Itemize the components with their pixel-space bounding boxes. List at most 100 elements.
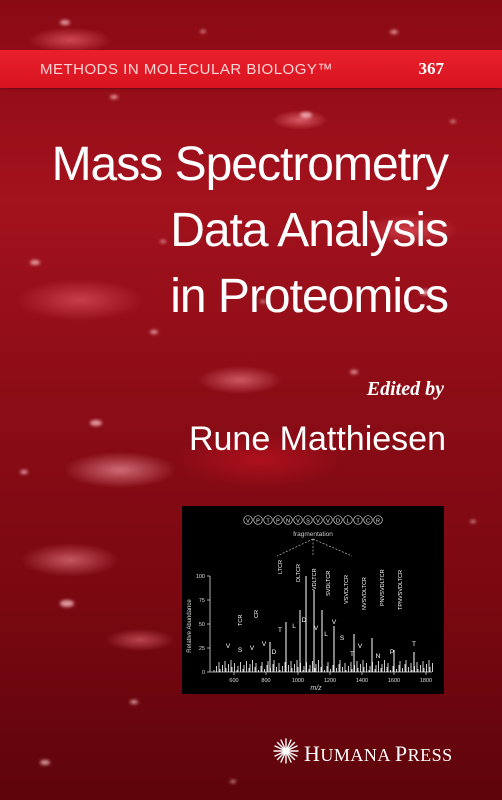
background-light bbox=[420, 290, 430, 295]
background-light bbox=[350, 370, 358, 374]
sequence-residue: V bbox=[243, 515, 253, 525]
background-light bbox=[110, 95, 118, 99]
peak-label: TCR bbox=[238, 615, 244, 626]
edited-by-label: Edited by bbox=[366, 378, 444, 400]
ion-letter: D bbox=[302, 617, 307, 624]
x-tick-label: 1600 bbox=[388, 678, 400, 684]
background-light bbox=[470, 520, 476, 523]
peak-label: CR bbox=[254, 610, 260, 618]
svg-text:R: R bbox=[376, 518, 380, 524]
title-line-2: Data Analysis bbox=[170, 204, 449, 257]
ion-letter: P bbox=[390, 649, 394, 656]
background-light bbox=[40, 760, 50, 765]
background-light bbox=[20, 470, 28, 474]
sequence-residue: L bbox=[343, 515, 353, 525]
author-name: Rune Matthiesen bbox=[188, 420, 446, 458]
ion-letter: V bbox=[314, 625, 319, 632]
x-tick-label: 1200 bbox=[324, 678, 336, 684]
background-light bbox=[200, 30, 206, 33]
sequence-residue: D bbox=[333, 515, 343, 525]
y-tick-label: 0 bbox=[202, 670, 205, 676]
svg-text:L: L bbox=[346, 518, 349, 524]
peak-label: NVSVDLTCR bbox=[362, 577, 368, 610]
background-light bbox=[90, 420, 102, 426]
sequence-residue: R bbox=[373, 515, 383, 525]
ion-letter: S bbox=[238, 647, 243, 654]
svg-text:T: T bbox=[266, 518, 270, 524]
ion-letter: V bbox=[262, 641, 267, 648]
background-light bbox=[260, 300, 266, 303]
svg-text:S: S bbox=[306, 518, 310, 524]
svg-text:V: V bbox=[326, 518, 330, 524]
svg-text:N: N bbox=[286, 518, 290, 524]
background-light bbox=[390, 30, 398, 34]
svg-text:C: C bbox=[366, 518, 370, 524]
fragmentation-label: fragmentation bbox=[293, 531, 333, 538]
peak-label: LTCR bbox=[278, 560, 284, 574]
title-line-1: Mass Spectrometry bbox=[51, 138, 449, 191]
ion-letter: L bbox=[292, 623, 296, 630]
x-tick-label: 600 bbox=[229, 678, 238, 684]
svg-text:V: V bbox=[296, 518, 300, 524]
y-tick-label: 75 bbox=[199, 598, 205, 604]
background-light bbox=[230, 780, 236, 783]
background-light bbox=[30, 260, 40, 265]
x-tick-label: 1800 bbox=[420, 678, 432, 684]
background-light bbox=[60, 20, 70, 25]
svg-text:D: D bbox=[336, 518, 340, 524]
svg-text:V: V bbox=[246, 518, 250, 524]
peak-label: TPNVSVDLTCR bbox=[398, 570, 404, 610]
svg-text:T: T bbox=[356, 518, 360, 524]
x-tick-label: 1000 bbox=[292, 678, 304, 684]
sequence-residue: C bbox=[363, 515, 373, 525]
ion-letter: V bbox=[226, 643, 231, 650]
x-axis-label: m/z bbox=[310, 685, 322, 692]
x-tick-label: 800 bbox=[261, 678, 270, 684]
publisher-star-icon bbox=[273, 738, 299, 764]
series-band bbox=[0, 50, 502, 88]
y-tick-label: 100 bbox=[196, 574, 205, 580]
ion-letter: T bbox=[350, 651, 354, 658]
ion-letter: V bbox=[332, 619, 337, 626]
svg-text:P: P bbox=[256, 518, 260, 524]
publisher-logo: HUMANA PRESS bbox=[272, 735, 462, 769]
series-number: 367 bbox=[418, 59, 445, 78]
y-tick-label: 50 bbox=[199, 622, 205, 628]
peak-label: DLTCR bbox=[296, 564, 302, 582]
background-light bbox=[130, 700, 138, 704]
sequence-residue: S bbox=[303, 515, 313, 525]
background-light bbox=[160, 240, 166, 243]
ion-letter: V bbox=[250, 645, 255, 652]
ion-letter: S bbox=[340, 635, 345, 642]
svg-text:V: V bbox=[316, 518, 320, 524]
peak-label: PNVSVDLTCR bbox=[380, 569, 386, 606]
background-light bbox=[60, 600, 74, 607]
ion-letter: V bbox=[358, 643, 363, 650]
ion-letter: L bbox=[324, 631, 328, 638]
peak-label: SVDLTCR bbox=[326, 571, 332, 596]
ion-letter: T bbox=[278, 627, 282, 634]
background-light bbox=[300, 112, 312, 118]
publisher-name: HUMANA PRESS bbox=[304, 741, 453, 766]
y-tick-label: 25 bbox=[199, 646, 205, 652]
y-axis-label: Relative Abundance bbox=[187, 599, 193, 653]
sequence-residue: V bbox=[323, 515, 333, 525]
x-tick-label: 1400 bbox=[356, 678, 368, 684]
sequence-residue: V bbox=[293, 515, 303, 525]
svg-text:P: P bbox=[276, 518, 280, 524]
ion-letter: N bbox=[376, 653, 381, 660]
sequence-residue: P bbox=[253, 515, 263, 525]
title-line-3: in Proteomics bbox=[170, 270, 449, 323]
sequence-residue: N bbox=[283, 515, 293, 525]
book-title: Mass Spectrometry Data Analysis in Prote… bbox=[8, 132, 449, 330]
sequence-residue: T bbox=[263, 515, 273, 525]
sequence-residue: P bbox=[273, 515, 283, 525]
peak-label: VDLTCR bbox=[312, 568, 318, 590]
peak-label: VSVDLTCR bbox=[344, 575, 350, 604]
ion-letter: T bbox=[412, 641, 416, 648]
ion-letter: D bbox=[272, 649, 277, 656]
background-light bbox=[450, 120, 456, 123]
